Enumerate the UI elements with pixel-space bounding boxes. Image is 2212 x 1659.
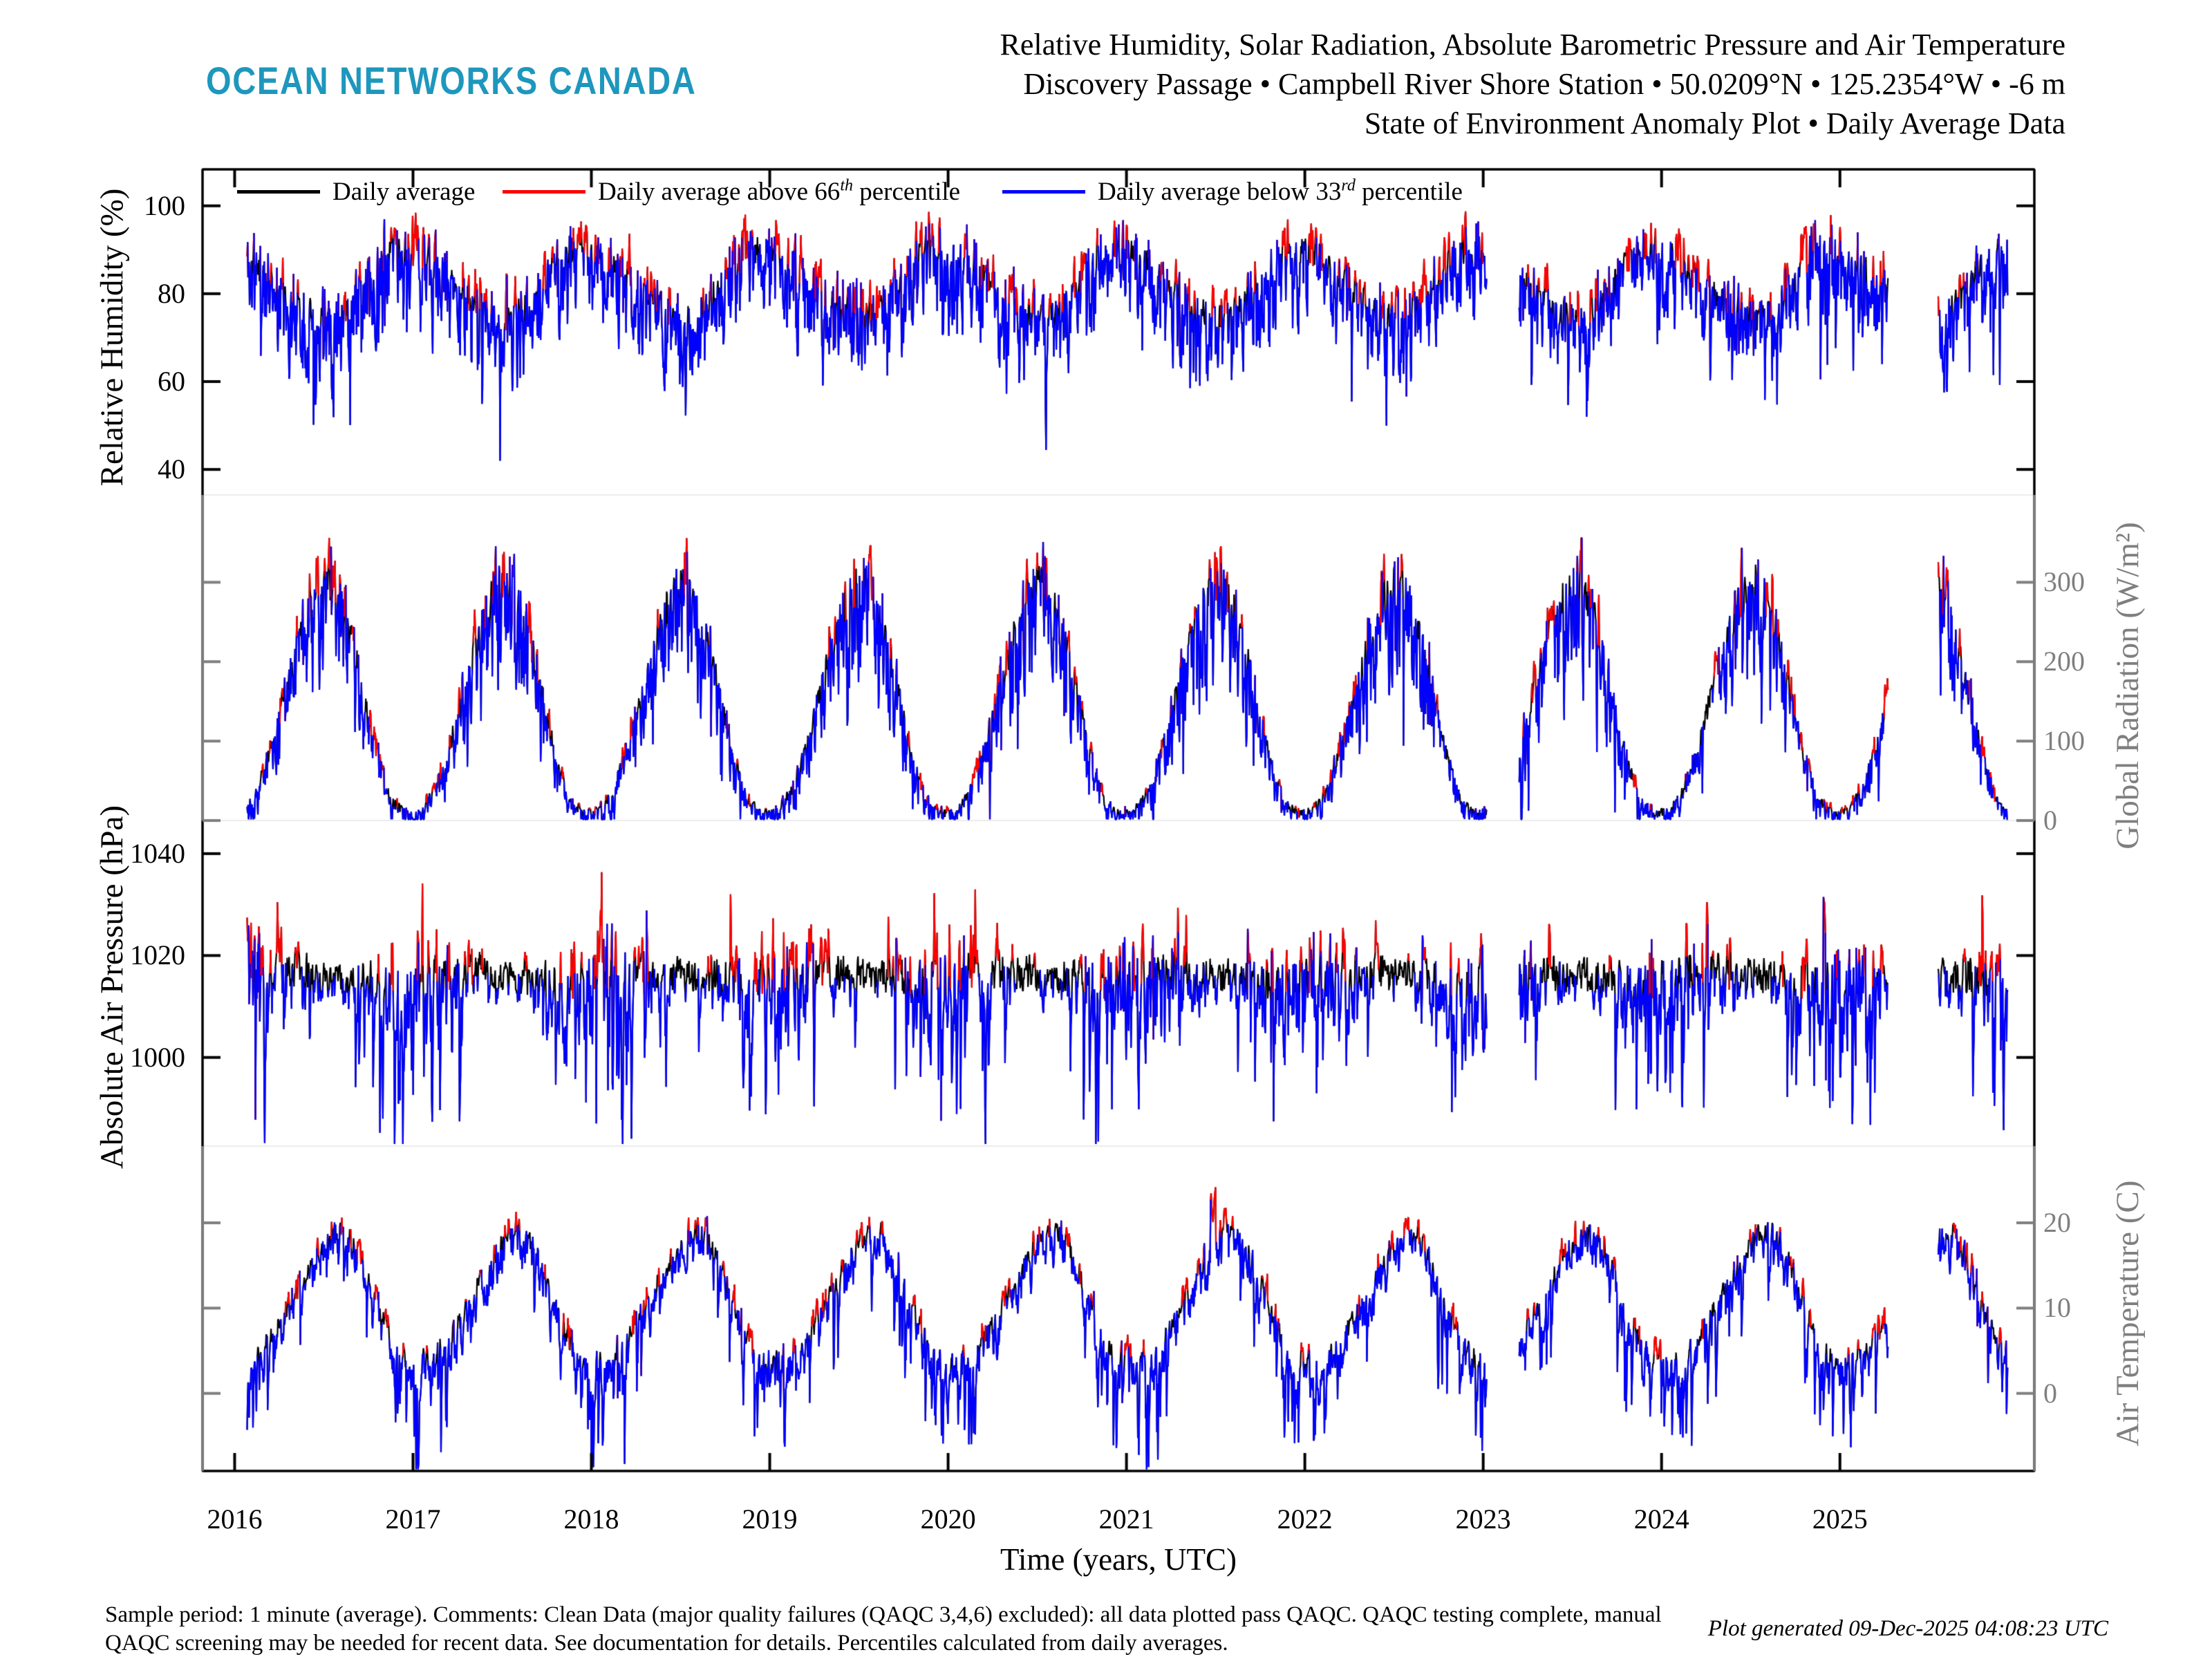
x-tick-year-2016: 2016 (207, 1503, 263, 1535)
legend-entry-daily-average: Daily average (237, 176, 475, 207)
footer-line2: QAQC screening may be needed for recent … (105, 1631, 1228, 1656)
x-tick-year-2020: 2020 (920, 1503, 976, 1535)
y-tick-air_temperature-0: 0 (2043, 1377, 2057, 1409)
legend-label: Daily average above 66th percentile (598, 176, 961, 206)
y-tick-absolute_air_pressure-1000: 1000 (130, 1041, 185, 1073)
x-axis-label: Time (years, UTC) (1000, 1542, 1237, 1577)
y-tick-global_radiation-200: 200 (2043, 646, 2085, 677)
x-tick-year-2022: 2022 (1277, 1503, 1333, 1535)
legend-entry-above-66th: Daily average above 66th percentile (503, 176, 960, 207)
plot-title-line1: Relative Humidity, Solar Radiation, Abso… (1000, 28, 2065, 62)
plot-title-block: Relative Humidity, Solar Radiation, Abso… (1000, 25, 2065, 143)
y-tick-relative_humidity-40: 40 (158, 453, 185, 485)
y-axis-label-global-radiation: Global Radiation (W/m²) (2110, 522, 2146, 850)
plot-title-line3: State of Environment Anomaly Plot • Dail… (1364, 106, 2065, 140)
y-tick-global_radiation-0: 0 (2043, 805, 2057, 836)
x-tick-year-2023: 2023 (1455, 1503, 1511, 1535)
x-tick-year-2019: 2019 (742, 1503, 798, 1535)
footer-comments: Sample period: 1 minute (average). Comme… (105, 1601, 1662, 1658)
x-tick-year-2021: 2021 (1098, 1503, 1154, 1535)
x-tick-year-2025: 2025 (1812, 1503, 1868, 1535)
y-tick-relative_humidity-60: 60 (158, 366, 185, 397)
y-tick-absolute_air_pressure-1020: 1020 (130, 939, 185, 971)
y-tick-global_radiation-300: 300 (2043, 566, 2085, 598)
y-tick-air_temperature-10: 10 (2043, 1292, 2071, 1324)
legend-line-black-icon (237, 189, 320, 194)
y-tick-absolute_air_pressure-1040: 1040 (130, 837, 185, 869)
x-tick-year-2017: 2017 (385, 1503, 441, 1535)
y-tick-global_radiation-100: 100 (2043, 725, 2085, 757)
plot-title-line2: Discovery Passage • Campbell River Shore… (1023, 67, 2066, 101)
legend-label: Daily average (332, 177, 476, 206)
y-axis-label-relative-humidity: Relative Humidity (%) (94, 188, 130, 487)
y-tick-relative_humidity-100: 100 (144, 189, 185, 221)
plot-generated-timestamp: Plot generated 09-Dec-2025 04:08:23 UTC (1707, 1616, 2108, 1641)
legend-label: Daily average below 33rd percentile (1098, 176, 1463, 206)
legend-line-red-icon (503, 189, 585, 194)
y-tick-air_temperature-20: 20 (2043, 1207, 2071, 1239)
y-tick-relative_humidity-80: 80 (158, 277, 185, 309)
legend-entry-below-33rd: Daily average below 33rd percentile (1002, 176, 1463, 207)
footer-line1: Sample period: 1 minute (average). Comme… (105, 1602, 1662, 1627)
x-tick-year-2024: 2024 (1633, 1503, 1689, 1535)
legend-line-blue-icon (1002, 189, 1085, 194)
x-tick-year-2018: 2018 (563, 1503, 619, 1535)
y-axis-label-air-temperature: Air Temperature (C) (2110, 1180, 2146, 1447)
onc-logo: OCEAN NETWORKS CANADA (206, 59, 697, 102)
